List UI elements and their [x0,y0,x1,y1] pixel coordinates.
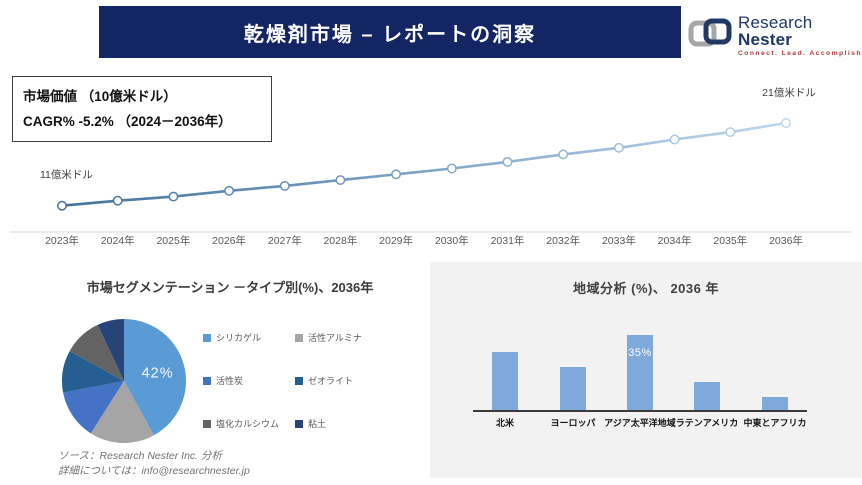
pie-chart-title: 市場セグメンテーション －タイプ別(%)、2036年 [86,280,374,295]
data-point-marker [669,134,680,145]
legend-item-2: 活性アルミナ [295,331,362,344]
x-axis-tick-label: 2033年 [602,234,636,247]
legend-swatch [295,333,303,342]
market-value-info-box: 市場価値 （10億米ドル） CAGR% -5.2% （2024－2036年） [12,76,272,142]
data-point-marker [279,180,290,191]
bar-5 [762,397,788,410]
legend-swatch [203,333,211,342]
pie-slice-4 [62,351,124,393]
cagr-label: CAGR% -5.2% （2024－2036年） [23,114,232,129]
line-end-value-label: 21億米ドル [762,86,816,99]
page-title: 乾燥剤市場 – レポートの洞察 [243,23,537,46]
legend-swatch [203,376,211,385]
legend-label: 活性炭 [216,376,244,386]
bar-chart-title: 地域分析 (%)、 2036 年 [573,281,719,296]
data-point-marker [613,142,624,153]
x-axis-tick-label: 2026年 [212,234,246,247]
data-point-marker [224,185,235,196]
market-value-line-chart: 2023年 2024年 2025年 2026年 2027年 2028年 2029年 2030年… [10,86,852,247]
bar-data-label: 35% [628,347,652,359]
data-point-marker [558,149,569,160]
data-point-marker [446,163,457,174]
pie-slice-1 [124,319,186,436]
legend-label: シリカゲル [216,333,262,343]
data-point-marker [725,127,736,138]
x-axis-tick-label: 2036年 [769,234,803,247]
bar-category-label: ヨーロッパ [550,418,596,428]
x-axis-tick-label: 2025年 [156,234,190,247]
bar-4 [694,382,720,410]
pie-slice-6 [97,319,124,381]
x-axis-tick-label: 2035年 [713,234,747,247]
bar-3: 35% [627,335,653,410]
pie-legend: シリカゲル 活性アルミナ活性炭 ゼオライト塩化カルシウム 粘土 [203,331,362,430]
pie-slice-5 [69,324,124,381]
logo-tagline: Connect. Lead. Accomplish [738,49,862,57]
bar-2 [560,367,586,410]
x-axis-tick-label: 2031年 [491,234,525,247]
source-note: ソース：Research Nester Inc. 分析 詳細については：info… [58,449,250,479]
research-nester-logo: Research Nester Connect. Lead. Accomplis… [687,13,862,58]
regional-bar-chart: 35% [473,320,807,412]
bar-category-label: 中東とアフリカ [743,418,807,428]
x-axis-tick-label: 2034年 [658,234,692,247]
data-point-marker [335,175,346,186]
bar-category-label: アジア太平洋地域 [604,418,676,428]
x-axis-tick-label: 2032年 [546,234,580,247]
bar-category-label: 北米 [495,418,514,428]
data-point-marker [112,195,123,206]
data-point-marker [168,191,179,202]
legend-item-4: ゼオライト [295,374,362,387]
pie-data-label: 42% [142,365,174,381]
source-line: ソース：Research Nester Inc. 分析 [58,450,223,462]
contact-line: 詳細については：info@researchnester.jp [58,465,250,477]
pie-slice-2 [90,381,154,444]
logo-brand-name: Research Nester [738,12,813,49]
market-value-label: 市場価値 （10億米ドル） [23,89,177,104]
data-point-marker [57,200,67,211]
legend-item-5: 塩化カルシウム [203,417,295,430]
legend-label: 塩化カルシウム [216,419,280,429]
segmentation-pie-chart: 42% [62,319,186,444]
bar-category-label: ラテンアメリカ [675,418,739,428]
data-point-marker [502,156,513,167]
regional-analysis-panel: 地域分析 (%)、 2036 年 35% 北米 ヨーロッパ アジア太平洋地域 ラテンア… [430,262,862,478]
line-start-value-label: 11億米ドル [40,168,93,181]
x-axis-tick-label: 2029年 [379,234,413,247]
legend-swatch [203,419,211,428]
data-point-marker [781,118,791,128]
pie-slice-3 [63,381,124,434]
legend-item-6: 粘土 [295,417,362,430]
legend-label: ゼオライト [308,376,354,386]
line-series [60,121,788,207]
x-axis-tick-label: 2027年 [268,234,302,247]
x-axis-tick-label: 2023年 [45,234,79,247]
legend-swatch [295,419,303,428]
legend-swatch [295,376,303,385]
x-axis-tick-label: 2030年 [435,234,469,247]
legend-item-3: 活性炭 [203,374,295,387]
x-axis-tick-label: 2028年 [323,234,357,247]
bar-1 [492,352,518,410]
legend-item-1: シリカゲル [203,331,295,344]
logo-text: Research Nester Connect. Lead. Accomplis… [738,14,862,58]
logo-chain-links-icon [687,13,733,58]
x-axis-tick-label: 2024年 [101,234,135,247]
legend-label: 粘土 [308,419,327,429]
legend-label: 活性アルミナ [308,333,362,343]
data-point-marker [391,169,402,180]
header-banner: 乾燥剤市場 – レポートの洞察 [99,6,681,58]
